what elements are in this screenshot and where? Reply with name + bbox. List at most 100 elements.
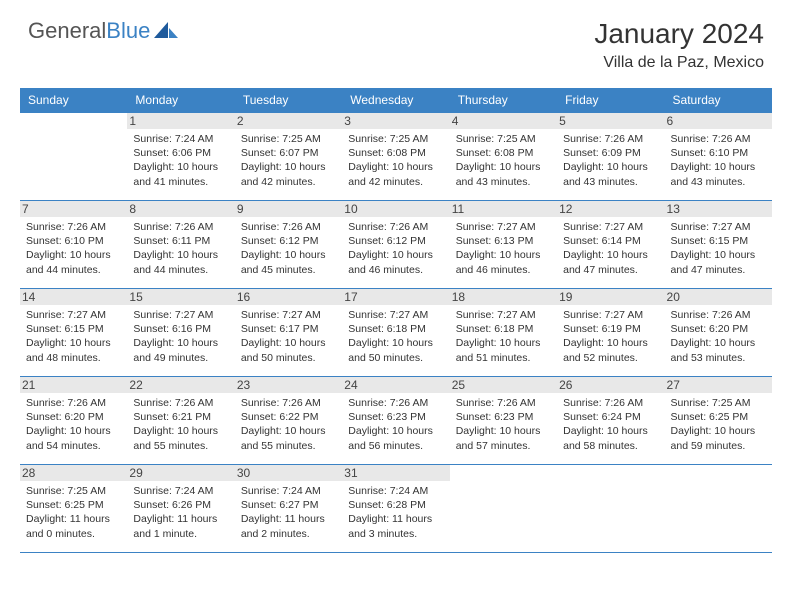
title-block: January 2024 Villa de la Paz, Mexico	[594, 18, 764, 72]
day-cell: 15Sunrise: 7:27 AMSunset: 6:16 PMDayligh…	[127, 289, 234, 377]
week-row: 7 Sunrise: 7:26 AM Sunset: 6:10 PM Daylight…	[20, 201, 772, 289]
daylight-text: Daylight: 11 hours and 2 minutes.	[241, 512, 336, 540]
sunset-text: Sunset: 6:18 PM	[348, 322, 443, 336]
daylight-text: Daylight: 10 hours and 43 minutes.	[456, 160, 551, 188]
daylight-text: Daylight: 10 hours and 41 minutes.	[133, 160, 228, 188]
sunrise-text: Sunrise: 7:26 AM	[671, 308, 766, 322]
daylight-text: Daylight: 10 hours and 48 minutes.	[26, 336, 121, 364]
sunset-text: Sunset: 6:13 PM	[456, 234, 551, 248]
sunset-text: Sunset: 6:17 PM	[241, 322, 336, 336]
sunset-text: Sunset: 6:16 PM	[133, 322, 228, 336]
day-cell: 25Sunrise: 7:26 AMSunset: 6:23 PMDayligh…	[450, 377, 557, 465]
day-number: 17	[342, 289, 449, 305]
sunset-text: Sunset: 6:27 PM	[241, 498, 336, 512]
daylight-text: Daylight: 10 hours and 46 minutes.	[348, 248, 443, 276]
sunrise-text: Sunrise: 7:26 AM	[456, 396, 551, 410]
day-number: 20	[665, 289, 772, 305]
day-cell: 26Sunrise: 7:26 AMSunset: 6:24 PMDayligh…	[557, 377, 664, 465]
daylight-text: Daylight: 10 hours and 55 minutes.	[241, 424, 336, 452]
sunrise-text: Sunrise: 7:24 AM	[348, 484, 443, 498]
day-cell: 17Sunrise: 7:27 AMSunset: 6:18 PMDayligh…	[342, 289, 449, 377]
day-cell: 5Sunrise: 7:26 AMSunset: 6:09 PMDaylight…	[557, 113, 664, 201]
day-number: 14	[20, 289, 127, 305]
sunset-text: Sunset: 6:19 PM	[563, 322, 658, 336]
weekday-header: Friday	[557, 88, 664, 113]
sunrise-text: Sunrise: 7:26 AM	[348, 220, 443, 234]
day-cell: 22Sunrise: 7:26 AMSunset: 6:21 PMDayligh…	[127, 377, 234, 465]
day-number: 27	[665, 377, 772, 393]
sunrise-text: Sunrise: 7:26 AM	[241, 220, 336, 234]
daylight-text: Daylight: 10 hours and 58 minutes.	[563, 424, 658, 452]
day-cell: 30Sunrise: 7:24 AMSunset: 6:27 PMDayligh…	[235, 465, 342, 553]
weekday-header: Monday	[127, 88, 234, 113]
sunset-text: Sunset: 6:09 PM	[563, 146, 658, 160]
sunset-text: Sunset: 6:07 PM	[241, 146, 336, 160]
day-cell: 27Sunrise: 7:25 AMSunset: 6:25 PMDayligh…	[665, 377, 772, 465]
day-cell	[450, 465, 557, 553]
sunset-text: Sunset: 6:24 PM	[563, 410, 658, 424]
sunrise-text: Sunrise: 7:26 AM	[133, 220, 228, 234]
sunset-text: Sunset: 6:25 PM	[671, 410, 766, 424]
sunrise-text: Sunrise: 7:24 AM	[133, 484, 228, 498]
daylight-text: Daylight: 11 hours and 1 minute.	[133, 512, 228, 540]
day-cell	[557, 465, 664, 553]
day-cell: 24Sunrise: 7:26 AMSunset: 6:23 PMDayligh…	[342, 377, 449, 465]
day-number: 7	[20, 201, 127, 217]
daylight-text: Daylight: 10 hours and 52 minutes.	[563, 336, 658, 364]
logo-text: GeneralBlue	[28, 18, 150, 44]
sunrise-text: Sunrise: 7:27 AM	[133, 308, 228, 322]
day-number: 11	[450, 201, 557, 217]
sunset-text: Sunset: 6:10 PM	[671, 146, 766, 160]
sunrise-text: Sunrise: 7:26 AM	[348, 396, 443, 410]
sunset-text: Sunset: 6:15 PM	[26, 322, 121, 336]
sunset-text: Sunset: 6:25 PM	[26, 498, 121, 512]
day-cell: 10Sunrise: 7:26 AMSunset: 6:12 PMDayligh…	[342, 201, 449, 289]
day-number: 4	[450, 113, 557, 129]
week-row: 28Sunrise: 7:25 AMSunset: 6:25 PMDayligh…	[20, 465, 772, 553]
sunrise-text: Sunrise: 7:26 AM	[563, 396, 658, 410]
sunset-text: Sunset: 6:06 PM	[133, 146, 228, 160]
day-number: 23	[235, 377, 342, 393]
sunset-text: Sunset: 6:22 PM	[241, 410, 336, 424]
logo: GeneralBlue	[28, 18, 178, 44]
day-number: 28	[20, 465, 127, 481]
day-cell: 3Sunrise: 7:25 AMSunset: 6:08 PMDaylight…	[342, 113, 449, 201]
daylight-text: Daylight: 10 hours and 51 minutes.	[456, 336, 551, 364]
day-cell: 11Sunrise: 7:27 AMSunset: 6:13 PMDayligh…	[450, 201, 557, 289]
day-number: 19	[557, 289, 664, 305]
sunrise-text: Sunrise: 7:27 AM	[456, 308, 551, 322]
sunset-text: Sunset: 6:23 PM	[456, 410, 551, 424]
daylight-text: Daylight: 10 hours and 42 minutes.	[348, 160, 443, 188]
day-number: 5	[557, 113, 664, 129]
sunset-text: Sunset: 6:20 PM	[26, 410, 121, 424]
day-number: 21	[20, 377, 127, 393]
day-cell: 16Sunrise: 7:27 AMSunset: 6:17 PMDayligh…	[235, 289, 342, 377]
day-cell: 20Sunrise: 7:26 AMSunset: 6:20 PMDayligh…	[665, 289, 772, 377]
sunrise-text: Sunrise: 7:25 AM	[241, 132, 336, 146]
logo-sail-icon	[154, 22, 178, 40]
calendar-body: 1Sunrise: 7:24 AMSunset: 6:06 PMDaylight…	[20, 113, 772, 553]
sunrise-text: Sunrise: 7:25 AM	[348, 132, 443, 146]
daylight-text: Daylight: 10 hours and 47 minutes.	[671, 248, 766, 276]
day-number: 22	[127, 377, 234, 393]
day-cell: 18Sunrise: 7:27 AMSunset: 6:18 PMDayligh…	[450, 289, 557, 377]
day-cell	[20, 113, 127, 201]
sunrise-text: Sunrise: 7:27 AM	[563, 220, 658, 234]
sunset-text: Sunset: 6:10 PM	[26, 234, 121, 248]
sunset-text: Sunset: 6:28 PM	[348, 498, 443, 512]
day-number: 13	[665, 201, 772, 217]
day-cell: 23Sunrise: 7:26 AMSunset: 6:22 PMDayligh…	[235, 377, 342, 465]
daylight-text: Daylight: 10 hours and 56 minutes.	[348, 424, 443, 452]
sunset-text: Sunset: 6:12 PM	[348, 234, 443, 248]
week-row: 1Sunrise: 7:24 AMSunset: 6:06 PMDaylight…	[20, 113, 772, 201]
day-number: 6	[665, 113, 772, 129]
day-number: 18	[450, 289, 557, 305]
day-number: 31	[342, 465, 449, 481]
day-number: 29	[127, 465, 234, 481]
daylight-text: Daylight: 10 hours and 44 minutes.	[133, 248, 228, 276]
day-number: 1	[127, 113, 234, 129]
sunset-text: Sunset: 6:08 PM	[348, 146, 443, 160]
day-number: 16	[235, 289, 342, 305]
day-number: 30	[235, 465, 342, 481]
sunset-text: Sunset: 6:26 PM	[133, 498, 228, 512]
